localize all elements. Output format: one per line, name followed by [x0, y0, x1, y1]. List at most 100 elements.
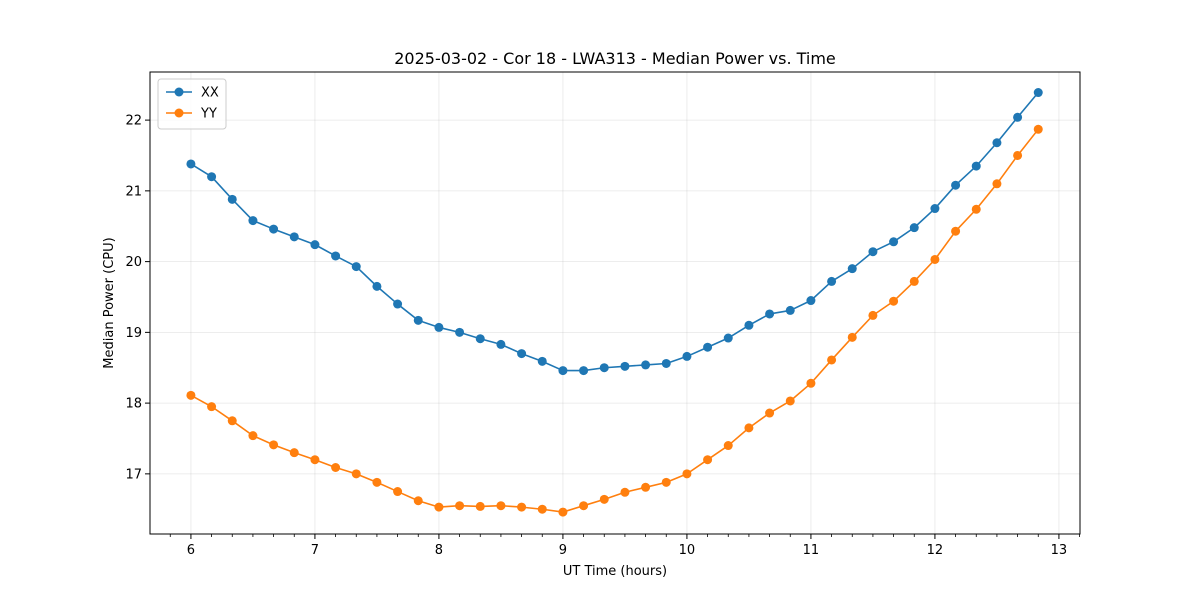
data-point-yy: [992, 179, 1002, 189]
data-point-yy: [558, 507, 568, 517]
data-point-yy: [393, 487, 403, 497]
legend-label: XX: [201, 86, 219, 101]
grid: [150, 72, 1080, 534]
legend-item-yy: YY: [166, 107, 217, 122]
data-point-yy: [765, 408, 775, 418]
data-point-xx: [227, 194, 237, 204]
data-point-yy: [806, 378, 816, 388]
legend-marker: [174, 87, 184, 97]
data-point-xx: [351, 262, 361, 272]
plot-series: [186, 88, 1043, 517]
data-point-yy: [641, 482, 651, 492]
x-tick-label: 12: [927, 543, 944, 558]
x-tick-label: 7: [311, 543, 319, 558]
data-point-yy: [661, 477, 671, 487]
data-point-yy: [372, 477, 382, 487]
series-yy: [186, 124, 1043, 517]
data-point-xx: [393, 299, 403, 309]
data-point-xx: [744, 320, 754, 330]
data-point-yy: [496, 501, 506, 511]
data-point-yy: [951, 226, 961, 236]
x-tick-label: 8: [435, 543, 443, 558]
data-point-xx: [372, 281, 382, 291]
data-point-yy: [1013, 150, 1023, 160]
data-point-xx: [703, 342, 713, 352]
x-tick-label: 10: [679, 543, 696, 558]
data-point-xx: [496, 339, 506, 349]
series-xx: [186, 88, 1043, 376]
plot-frame: [149, 71, 1081, 535]
axes: 6 7 8 9 10 11 12 13 17 18 19 20 21 22: [125, 114, 1080, 558]
data-point-xx: [186, 159, 196, 169]
data-point-yy: [269, 440, 279, 450]
data-point-yy: [703, 455, 713, 465]
data-point-xx: [641, 360, 651, 370]
data-point-xx: [289, 232, 299, 242]
data-point-yy: [517, 502, 527, 512]
data-point-yy: [413, 496, 423, 506]
data-point-yy: [889, 296, 899, 306]
data-point-yy: [248, 431, 258, 441]
data-point-xx: [765, 309, 775, 319]
data-point-yy: [682, 469, 692, 479]
y-tick-label: 17: [125, 467, 142, 482]
x-tick-label: 9: [559, 543, 567, 558]
data-point-xx: [971, 161, 981, 171]
data-point-yy: [310, 455, 320, 465]
data-point-yy: [868, 310, 878, 320]
y-tick-label: 21: [125, 184, 142, 199]
y-tick-label: 22: [125, 114, 142, 129]
y-tick-label: 20: [125, 255, 142, 270]
data-point-xx: [599, 363, 609, 373]
data-point-yy: [599, 494, 609, 504]
data-point-xx: [579, 366, 589, 376]
data-point-yy: [785, 396, 795, 406]
data-point-xx: [248, 216, 258, 226]
data-point-xx: [517, 349, 527, 359]
data-point-xx: [889, 237, 899, 247]
data-point-yy: [434, 502, 444, 512]
data-point-xx: [310, 240, 320, 250]
data-point-xx: [269, 224, 279, 234]
data-point-xx: [455, 327, 465, 337]
data-point-xx: [847, 264, 857, 274]
data-point-xx: [868, 247, 878, 257]
data-point-yy: [847, 332, 857, 342]
data-point-yy: [579, 501, 589, 511]
data-point-yy: [455, 501, 465, 511]
data-point-xx: [413, 315, 423, 325]
data-point-xx: [806, 296, 816, 306]
data-point-xx: [1033, 88, 1043, 98]
data-point-yy: [537, 504, 547, 514]
data-point-xx: [434, 322, 444, 332]
data-point-yy: [723, 441, 733, 451]
data-point-yy: [207, 402, 217, 412]
data-point-yy: [227, 416, 237, 426]
data-point-xx: [992, 138, 1002, 148]
x-axis-label: UT Time (hours): [563, 564, 667, 579]
y-axis-label: Median Power (CPU): [102, 237, 117, 368]
data-point-yy: [1033, 124, 1043, 134]
x-tick-label: 13: [1051, 543, 1068, 558]
data-point-xx: [1013, 112, 1023, 122]
data-point-xx: [661, 358, 671, 368]
legend: XX YY: [157, 78, 227, 130]
data-point-xx: [207, 172, 217, 182]
chart-title: 2025-03-02 - Cor 18 - LWA313 - Median Po…: [394, 49, 836, 68]
data-point-yy: [620, 487, 630, 497]
data-point-yy: [827, 355, 837, 365]
data-point-yy: [909, 276, 919, 286]
data-point-xx: [723, 333, 733, 343]
data-point-xx: [558, 366, 568, 376]
data-point-xx: [951, 180, 961, 190]
data-point-xx: [682, 351, 692, 361]
x-tick-label: 6: [187, 543, 195, 558]
data-point-yy: [971, 204, 981, 214]
data-point-xx: [620, 361, 630, 371]
data-point-xx: [537, 356, 547, 366]
x-tick-label: 11: [803, 543, 820, 558]
data-point-yy: [289, 448, 299, 458]
data-point-yy: [331, 462, 341, 472]
data-point-xx: [909, 223, 919, 233]
